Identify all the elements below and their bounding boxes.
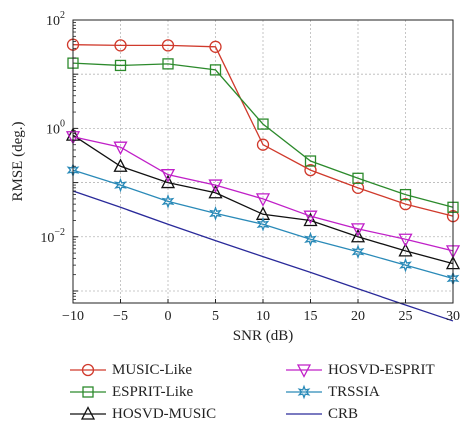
data-point [304, 231, 317, 247]
legend-marker [82, 386, 94, 398]
legend-swatch [70, 386, 106, 398]
legend-item: ESPRIT-Like [70, 382, 193, 402]
data-point [114, 39, 127, 52]
series-line [72, 44, 454, 217]
data-point [398, 233, 413, 248]
legend-swatch [70, 406, 106, 420]
legend-marker [80, 406, 96, 420]
series-crb [72, 190, 454, 322]
data-point [304, 163, 317, 177]
data-point [208, 179, 223, 193]
series-line [72, 136, 454, 252]
data-point [160, 169, 176, 183]
data-point [209, 64, 222, 76]
legend-item: MUSIC-Like [70, 360, 192, 380]
series-line [72, 190, 454, 322]
series-layer [65, 38, 461, 322]
data-point [208, 184, 223, 199]
legend-item: HOSVD-ESPRIT [286, 360, 435, 380]
data-point [303, 212, 318, 227]
series-line [72, 134, 454, 265]
data-point [114, 177, 127, 193]
data-point [399, 198, 412, 211]
legend-item: HOSVD-MUSIC [70, 404, 216, 424]
data-point [350, 223, 366, 237]
legend-item: CRB [286, 404, 358, 424]
data-point [350, 228, 366, 243]
series-hosvd-esprit [65, 131, 461, 259]
data-point [399, 257, 412, 273]
series-music-like [66, 38, 460, 223]
data-point [113, 141, 128, 156]
data-point [351, 181, 365, 194]
x-tick-label: 15 [304, 309, 318, 324]
legend: MUSIC-Like ESPRIT-Like HOSVD-MUSIC HOSVD-ES… [70, 360, 474, 432]
y-tick-label: 100 [46, 118, 65, 137]
y-tick-label: 10−2 [40, 227, 65, 246]
legend-item: TRSSIA [286, 382, 380, 402]
data-point [161, 194, 175, 209]
series-trssia [66, 162, 460, 286]
legend-marker [296, 364, 312, 378]
x-tick-label: 30 [446, 309, 460, 324]
data-point [399, 188, 412, 201]
chart-svg: −10 −5 0 5 10 15 20 25 30 10−2 100 102 SNR (dB) RMS… [10, 10, 461, 344]
legend-swatch [286, 364, 322, 378]
legend-label: MUSIC-Like [112, 361, 192, 378]
legend-label: HOSVD-ESPRIT [328, 361, 435, 378]
data-point [257, 118, 269, 130]
legend-swatch [286, 384, 322, 400]
data-point [161, 39, 175, 52]
data-point [304, 155, 317, 167]
legend-label: CRB [328, 405, 359, 422]
data-point [398, 242, 413, 257]
axis-ticks: −10 −5 0 5 10 15 20 25 30 10−2 100 102 [40, 10, 460, 324]
legend-marker [81, 363, 95, 377]
data-point [162, 58, 174, 70]
data-point [113, 158, 128, 172]
series-line [72, 62, 454, 208]
x-tick-label: 20 [351, 309, 365, 324]
x-axis-label: SNR (dB) [233, 328, 293, 344]
data-point [256, 138, 270, 151]
data-point [209, 206, 222, 221]
x-tick-label: 25 [399, 309, 413, 324]
data-point [352, 172, 364, 184]
data-point [303, 210, 318, 225]
legend-label: HOSVD-MUSIC [112, 405, 217, 422]
data-point [256, 216, 270, 232]
x-tick-label: 5 [212, 309, 219, 324]
data-point [255, 193, 271, 207]
legend-swatch [70, 363, 106, 377]
y-tick-label: 102 [46, 10, 65, 29]
x-tick-label: 10 [256, 309, 270, 324]
legend-marker [297, 384, 311, 400]
legend-label: TRSSIA [328, 383, 380, 400]
x-tick-label: 0 [165, 309, 172, 324]
legend-label: ESPRIT-Like [112, 383, 194, 400]
legend-swatch [286, 413, 322, 415]
y-axis-label: RMSE (deg.) [10, 122, 26, 202]
grid-lines [72, 19, 454, 303]
data-point [209, 40, 222, 53]
data-point [160, 174, 176, 189]
x-tick-label: −5 [113, 309, 128, 324]
data-point [114, 59, 127, 72]
series-line [72, 169, 454, 280]
series-hosvd-music [65, 127, 461, 270]
data-point [351, 244, 365, 260]
x-tick-label: −10 [62, 309, 84, 324]
